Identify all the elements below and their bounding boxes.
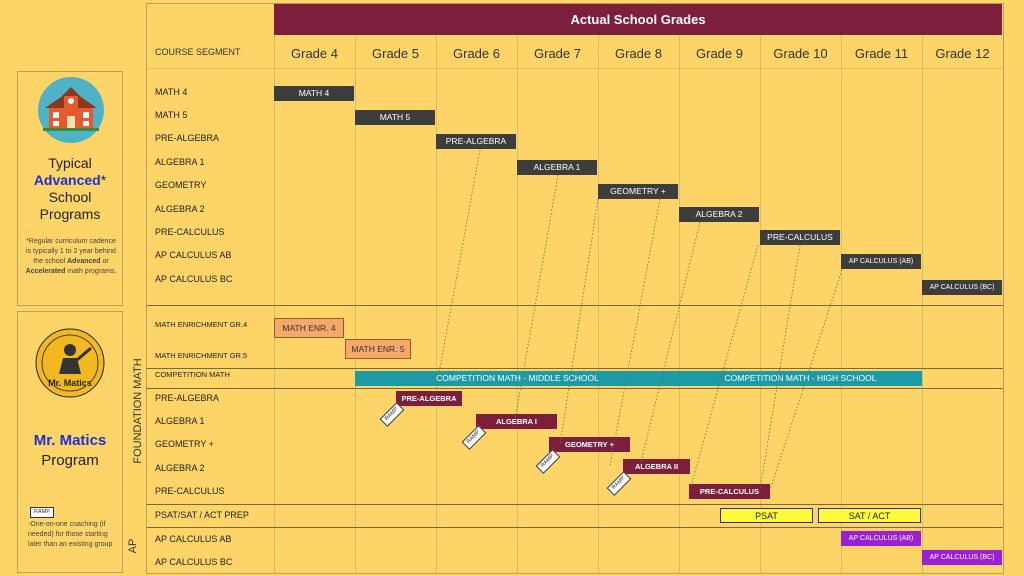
course-bar: MATH 5 bbox=[355, 110, 435, 125]
row-label: MATH 5 bbox=[155, 110, 188, 120]
row-label: COMPETITION MATH bbox=[155, 370, 230, 379]
row-label: GEOMETRY + bbox=[155, 439, 214, 449]
grade-header: Grade 12 bbox=[935, 46, 990, 61]
row-label: ALGEBRA 2 bbox=[155, 204, 205, 214]
advanced-text: Advanced bbox=[33, 172, 101, 188]
competition-middle-bar: COMPETITION MATH - MIDDLE SCHOOL bbox=[355, 371, 680, 386]
mrmatics-logo-icon bbox=[35, 328, 105, 398]
ap-calculus-ab-bar: AP CALCULUS (AB) bbox=[841, 531, 921, 546]
course-bar: AP CALCULUS (BC) bbox=[922, 280, 1002, 295]
row-label: MATH ENRICHMENT GR.5 bbox=[155, 351, 248, 360]
grade-header: Grade 5 bbox=[372, 46, 419, 61]
grade-header: Grade 9 bbox=[696, 46, 743, 61]
row-label: ALGEBRA 2 bbox=[155, 463, 205, 473]
mrmatics-note: -One-on-one coaching (if needed) for tho… bbox=[28, 521, 113, 548]
course-bar: ALGEBRA 1 bbox=[517, 160, 597, 175]
grade-header: Grade 10 bbox=[773, 46, 828, 61]
typical-programs-panel: Typical Advanced* School Programs *Regul… bbox=[17, 71, 123, 306]
grid-row-line bbox=[147, 368, 1003, 369]
row-label: PRE-ALGEBRA bbox=[155, 393, 220, 403]
typical-line1: Typical bbox=[48, 155, 92, 171]
grid-column-line bbox=[355, 35, 356, 573]
foundation-bar: PRE-ALGEBRA bbox=[396, 391, 462, 406]
psat-bar: PSAT bbox=[720, 508, 813, 523]
grid-column-line bbox=[517, 35, 518, 573]
ap-calculus-bc-bar: AP CALCULUS (BC) bbox=[922, 550, 1002, 565]
grid-column-line bbox=[760, 35, 761, 573]
grid-row-line bbox=[147, 305, 1003, 306]
competition-high-bar: COMPETITION MATH - HIGH SCHOOL bbox=[679, 371, 922, 386]
row-label: ALGEBRA 1 bbox=[155, 157, 205, 167]
row-label: AP CALCULUS AB bbox=[155, 534, 232, 544]
grade-header: Grade 7 bbox=[534, 46, 581, 61]
grid-column-line bbox=[274, 35, 275, 573]
row-label: PRE-CALCULUS bbox=[155, 486, 225, 496]
course-bar: GEOMETRY + bbox=[598, 184, 678, 199]
grade-header: Grade 8 bbox=[615, 46, 662, 61]
typical-note: *Regular curriculum cadence is typically… bbox=[25, 238, 117, 275]
row-label: GEOMETRY bbox=[155, 180, 207, 190]
grid-row-line bbox=[147, 388, 1003, 389]
typical-line4: Programs bbox=[39, 206, 101, 222]
row-label: PRE-ALGEBRA bbox=[155, 133, 220, 143]
grid-column-line bbox=[841, 35, 842, 573]
row-label: AP CALCULUS AB bbox=[155, 250, 232, 260]
mrmatics-subtitle: Program bbox=[41, 452, 99, 469]
foundation-bar: PRE-CALCULUS bbox=[689, 484, 770, 499]
header-title: Actual School Grades bbox=[570, 12, 706, 27]
asterisk: * bbox=[100, 172, 107, 188]
row-label: PSAT/SAT / ACT PREP bbox=[155, 510, 249, 520]
row-label: AP CALCULUS BC bbox=[155, 274, 233, 284]
grade-header: Grade 11 bbox=[854, 46, 909, 61]
grid-column-line bbox=[436, 35, 437, 573]
course-bar: MATH 4 bbox=[274, 86, 354, 101]
course-segment-label: COURSE SEGMENT bbox=[155, 47, 241, 57]
enrichment-bar: MATH ENR. 4 bbox=[274, 318, 344, 338]
grade-header: Grade 4 bbox=[291, 46, 338, 61]
grade-header: Grade 6 bbox=[453, 46, 500, 61]
foundation-bar: GEOMETRY + bbox=[549, 437, 630, 452]
grid-row-line bbox=[147, 527, 1003, 528]
grid-column-line bbox=[598, 35, 599, 573]
enrichment-bar: MATH ENR. 5 bbox=[345, 339, 411, 359]
header-bar: Actual School Grades bbox=[274, 4, 1002, 35]
row-label: MATH ENRICHMENT GR.4 bbox=[155, 320, 248, 329]
foundation-bar: ALGEBRA I bbox=[476, 414, 557, 429]
course-bar: PRE-ALGEBRA bbox=[436, 134, 516, 149]
mrmatics-panel: Mr. Matics Mr. Matics Program RAMP -One-… bbox=[17, 311, 123, 573]
school-icon bbox=[38, 77, 104, 143]
course-bar: PRE-CALCULUS bbox=[760, 230, 840, 245]
ramp-legend-tag: RAMP bbox=[30, 507, 54, 518]
typical-line3: School bbox=[48, 189, 92, 205]
row-label: ALGEBRA 1 bbox=[155, 416, 205, 426]
row-label: PRE-CALCULUS bbox=[155, 227, 225, 237]
row-label: MATH 4 bbox=[155, 87, 188, 97]
row-label: AP CALCULUS BC bbox=[155, 557, 233, 567]
course-bar: ALGEBRA 2 bbox=[679, 207, 759, 222]
foundation-bar: ALGEBRA II bbox=[623, 459, 690, 474]
mrmatics-title: Mr. Matics bbox=[33, 432, 107, 449]
mrmatics-logo-text: Mr. Matics bbox=[48, 378, 92, 388]
course-bar: AP CALCULUS (AB) bbox=[841, 254, 921, 269]
grid-column-line bbox=[922, 35, 923, 573]
sat-act-bar: SAT / ACT bbox=[818, 508, 921, 523]
grid-row-line bbox=[147, 68, 1003, 69]
grid-row-line bbox=[147, 504, 1003, 505]
